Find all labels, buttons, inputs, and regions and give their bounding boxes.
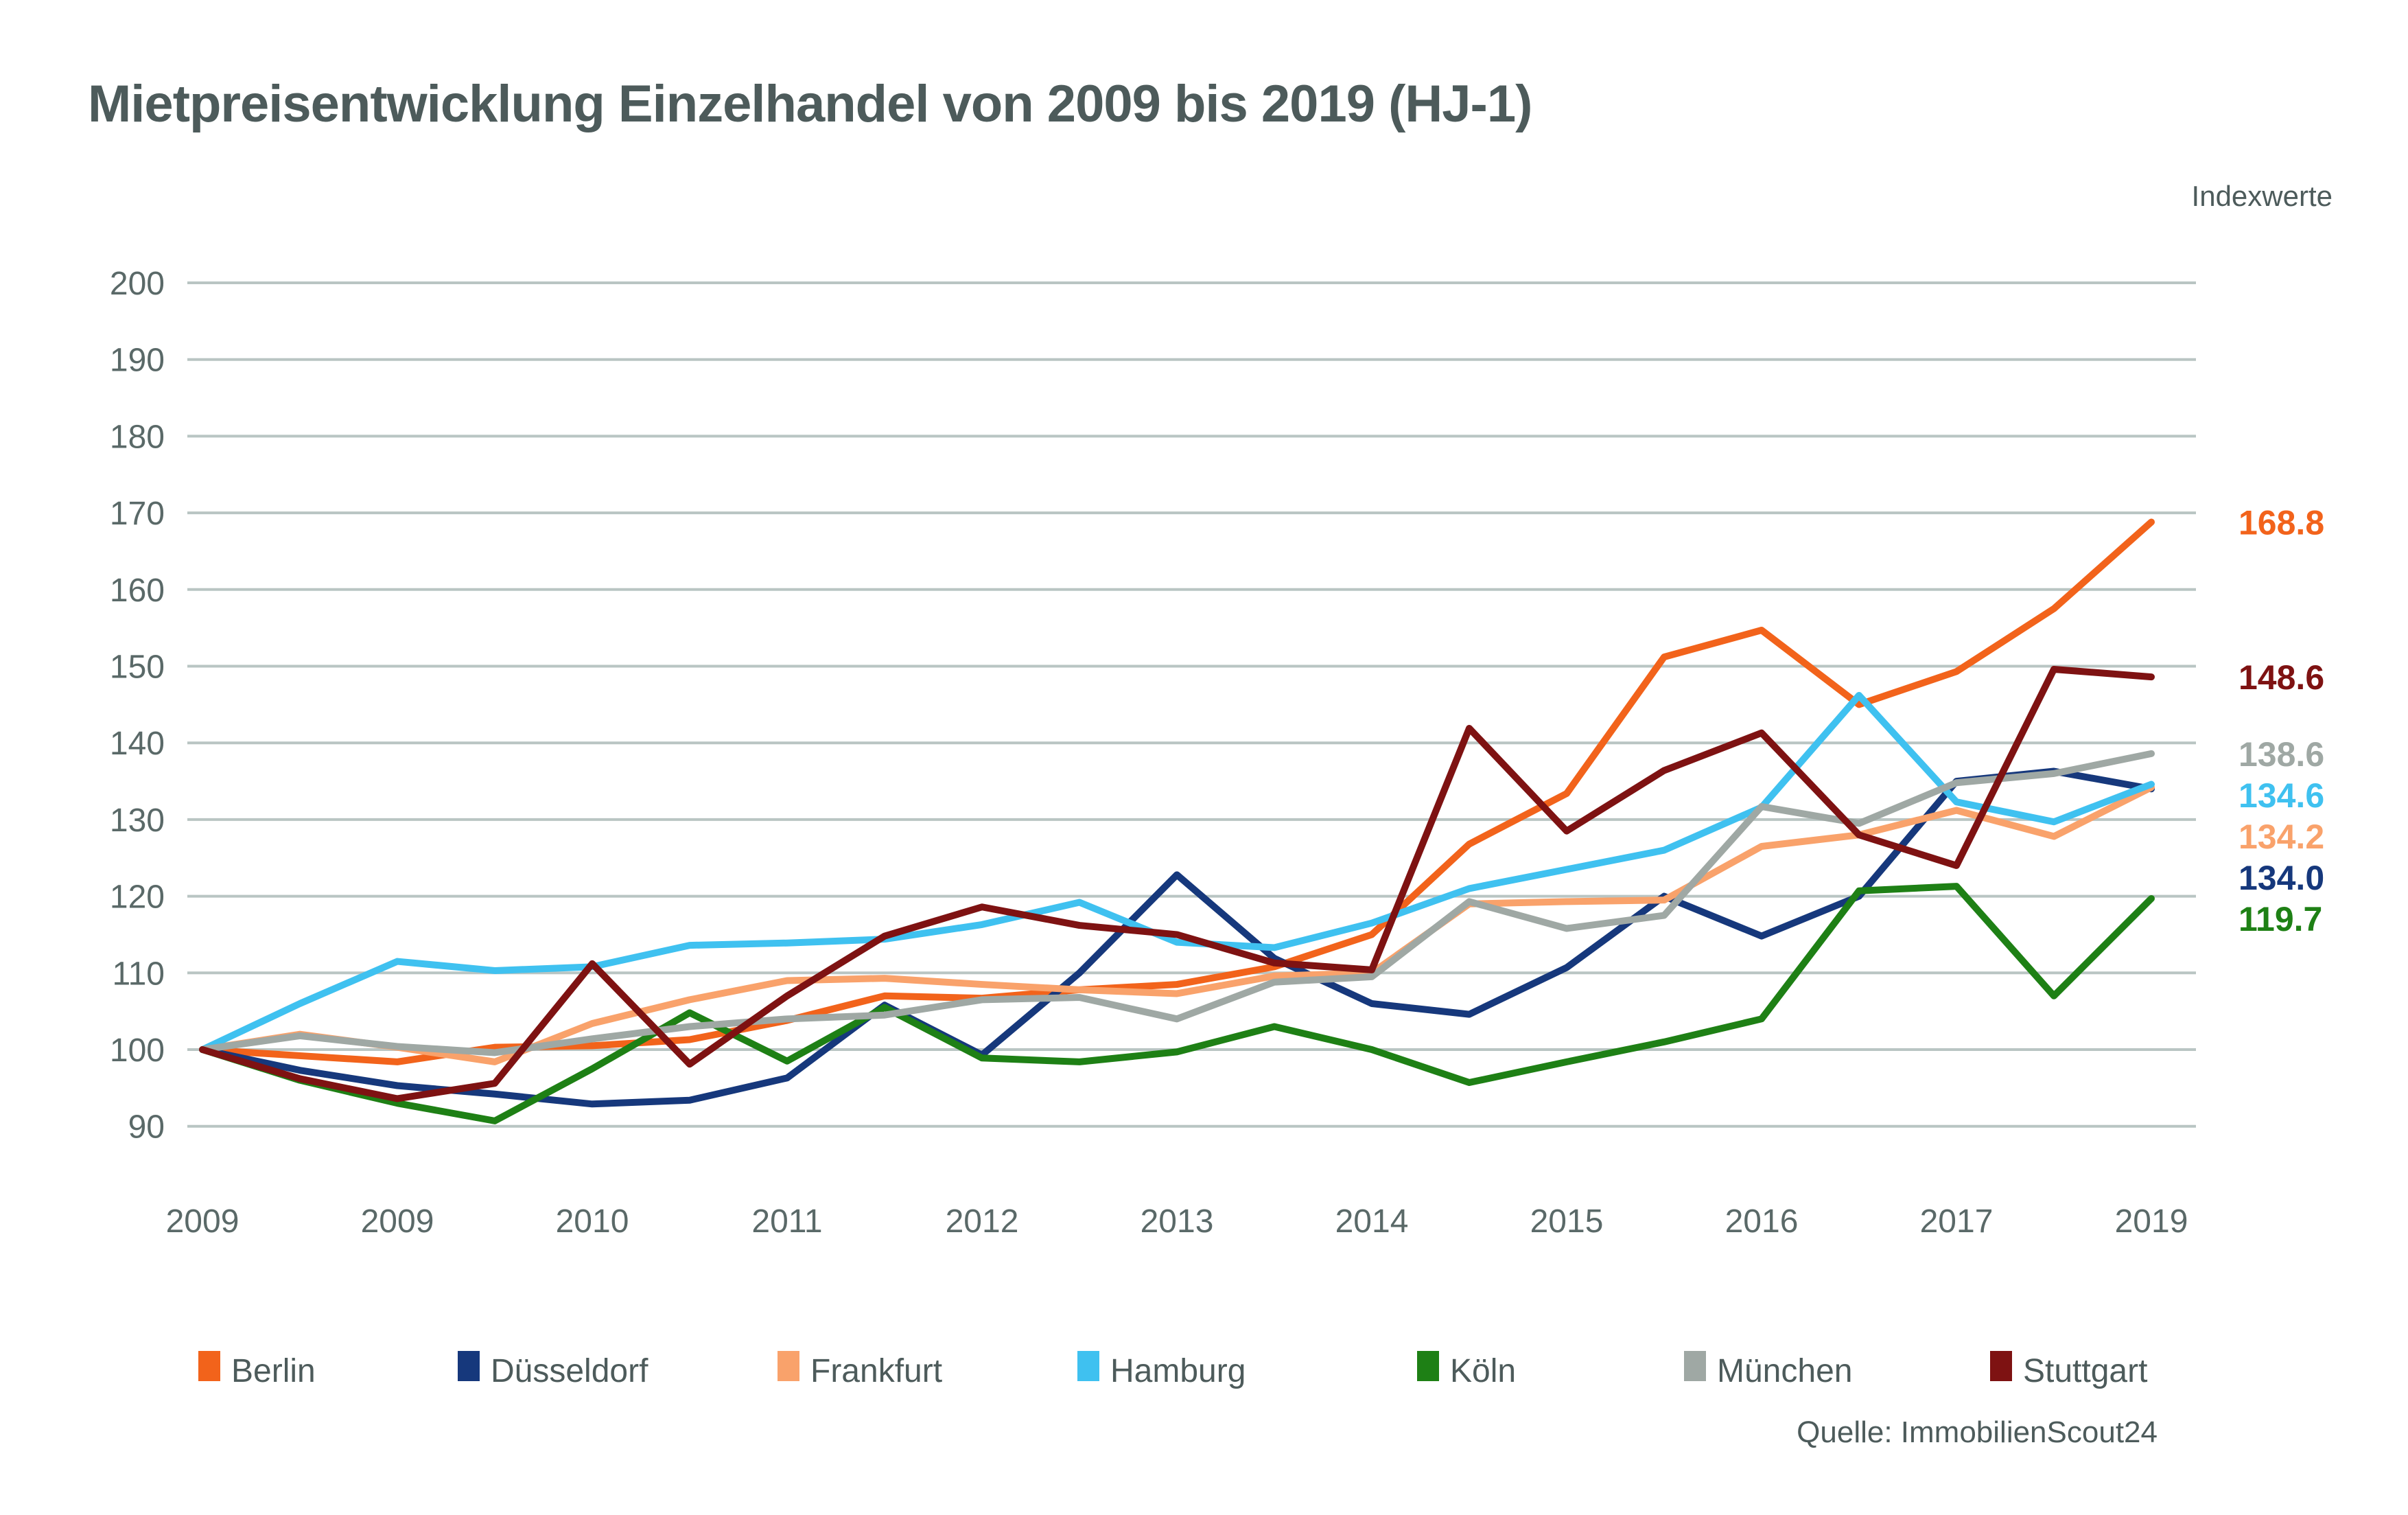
x-tick-4-2012: 2012 bbox=[946, 1203, 1019, 1240]
y-axis-tick-labels: 200 190 180 170 160 150 140 130 120 110 100 90 bbox=[110, 266, 165, 1146]
x-tick-6-2014: 2014 bbox=[1335, 1203, 1409, 1240]
legend-label-köln: Köln bbox=[1450, 1353, 1517, 1389]
series-line-berlin bbox=[199, 518, 2155, 1065]
x-axis-tick-labels: 2009 2009 2010 2011 2012 2013 2014 2015 2016 2017… bbox=[166, 1203, 2188, 1240]
end-value-frankfurt: 134.2 bbox=[2238, 818, 2324, 856]
x-tick-10-2019: 2019 bbox=[2115, 1203, 2188, 1240]
legend-label-berlin: Berlin bbox=[231, 1353, 316, 1389]
series-line-münchen bbox=[199, 750, 2155, 1056]
x-tick-7-2015: 2015 bbox=[1530, 1203, 1604, 1240]
end-value-düsseldorf: 134.0 bbox=[2238, 859, 2324, 897]
y-tick-170: 170 bbox=[110, 496, 165, 532]
series-line-hamburg bbox=[199, 691, 2155, 1053]
x-tick-8-2016: 2016 bbox=[1725, 1203, 1799, 1240]
end-value-hamburg: 134.6 bbox=[2238, 776, 2324, 815]
y-tick-100: 100 bbox=[110, 1032, 165, 1069]
y-tick-120: 120 bbox=[110, 879, 165, 916]
y-tick-140: 140 bbox=[110, 726, 165, 762]
legend-label-düsseldorf: Düsseldorf bbox=[491, 1353, 648, 1389]
legend-label-münchen: München bbox=[1717, 1353, 1853, 1389]
y-tick-190: 190 bbox=[110, 343, 165, 379]
x-tick-3-2011: 2011 bbox=[751, 1203, 822, 1240]
series-line-stuttgart bbox=[199, 665, 2155, 1102]
legend-label-stuttgart: Stuttgart bbox=[2023, 1353, 2148, 1389]
legend-label-frankfurt: Frankfurt bbox=[810, 1353, 943, 1389]
page-title: Mietpreisentwicklung Einzelhandel von 20… bbox=[88, 75, 1532, 133]
legend-swatch-hamburg bbox=[1077, 1351, 1099, 1381]
end-value-stuttgart: 148.6 bbox=[2238, 658, 2324, 697]
legend-swatch-münchen bbox=[1684, 1351, 1706, 1381]
series-line-düsseldorf bbox=[199, 767, 2155, 1108]
legend-swatch-frankfurt bbox=[778, 1351, 799, 1381]
x-tick-1-2009: 2009 bbox=[361, 1203, 434, 1240]
y-tick-90: 90 bbox=[128, 1109, 165, 1146]
end-value-münchen: 138.6 bbox=[2238, 735, 2324, 774]
y-tick-160: 160 bbox=[110, 573, 165, 609]
x-tick-0-2009: 2009 bbox=[166, 1203, 239, 1240]
x-tick-9-2017: 2017 bbox=[1920, 1203, 1994, 1240]
series-line-köln bbox=[199, 883, 2155, 1124]
x-tick-5-2013: 2013 bbox=[1141, 1203, 1214, 1240]
chart-legend: Berlin Düsseldorf Frankfurt Hamburg Köln Münc… bbox=[0, 1347, 2408, 1395]
y-tick-150: 150 bbox=[110, 649, 165, 686]
x-tick-2-2010: 2010 bbox=[556, 1203, 629, 1240]
y-tick-180: 180 bbox=[110, 419, 165, 455]
y-axis-unit-label: Indexwerte bbox=[2191, 180, 2333, 212]
y-tick-200: 200 bbox=[110, 266, 165, 302]
legend-swatch-düsseldorf bbox=[458, 1351, 480, 1381]
y-tick-130: 130 bbox=[110, 802, 165, 839]
legend-label-hamburg: Hamburg bbox=[1110, 1353, 1246, 1389]
legend-swatch-köln bbox=[1417, 1351, 1439, 1381]
end-value-köln: 119.7 bbox=[2238, 900, 2322, 938]
series-lines bbox=[199, 518, 2155, 1124]
legend-swatch-berlin bbox=[198, 1351, 220, 1381]
source-credit: Quelle: ImmobilienScout24 bbox=[1797, 1415, 2158, 1449]
legend-swatch-stuttgart bbox=[1990, 1351, 2012, 1381]
y-tick-110: 110 bbox=[112, 956, 165, 992]
gridlines bbox=[187, 281, 2196, 1128]
end-value-berlin: 168.8 bbox=[2238, 504, 2324, 542]
